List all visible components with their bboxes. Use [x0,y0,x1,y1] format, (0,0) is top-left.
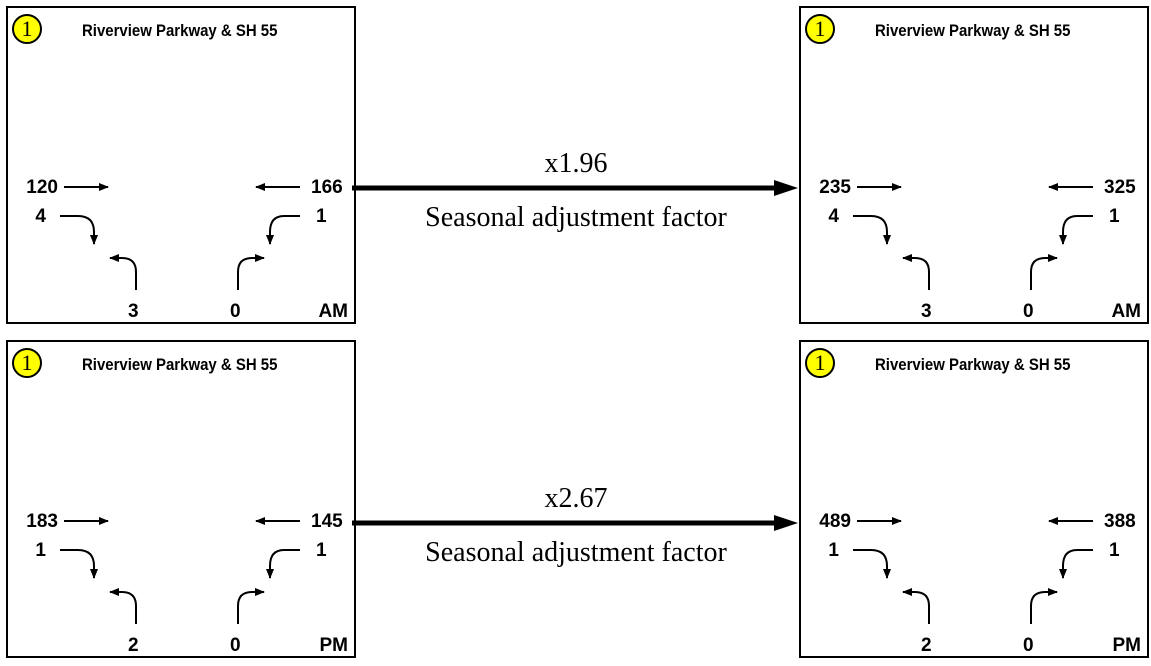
wb-left-volume: 1 [316,540,327,561]
peak-period-label: PM [1112,635,1142,656]
peak-period-label: AM [1111,301,1141,322]
nb-left-turn-arrow [109,254,137,290]
eb-right-turn-arrow [60,215,98,245]
pm-factor-label: x2.67 [544,483,608,514]
am-factor-label: x1.96 [544,148,608,179]
eb-through-volume: 120 [26,177,58,198]
wb-through-volume: 388 [1104,511,1136,532]
nb-left-turn-arrow [902,588,930,624]
wb-left-volume: 1 [316,206,327,227]
intersection-title: Riverview Parkway & SH 55 [875,21,1071,40]
intersection-title: Riverview Parkway & SH 55 [82,21,278,40]
pm-adjustment-arrow [352,515,798,531]
eb-right-volume: 4 [828,206,839,227]
nb-right-volume: 0 [230,635,241,656]
wb-left-turn-arrow [266,549,300,579]
wb-left-volume: 1 [1109,540,1120,561]
intersection-title: Riverview Parkway & SH 55 [875,355,1071,374]
movement-arrows [853,517,1093,624]
nb-left-turn-arrow [109,588,137,624]
intersection-panel-pm-adjusted: 1 Riverview Parkway & SH 55 489 1 388 1 … [799,340,1149,658]
wb-left-turn-arrow [1059,549,1093,579]
intersection-panel-am-adjusted: 1 Riverview Parkway & SH 55 235 4 325 1 … [799,6,1149,324]
movement-arrows [853,183,1093,290]
eb-right-turn-arrow [853,549,891,579]
intersection-number-badge: 1 [805,14,835,44]
nb-right-volume: 0 [1023,301,1034,322]
nb-left-turn-arrow [902,254,930,290]
peak-period-label: PM [319,635,349,656]
peak-period-label: AM [318,301,348,322]
eb-through-volume: 489 [819,511,851,532]
wb-left-turn-arrow [1059,215,1093,245]
wb-through-volume: 325 [1104,177,1136,198]
am-connector-caption: Seasonal adjustment factor [425,202,727,233]
intersection-number-badge: 1 [12,348,42,378]
movement-arrows [60,517,300,624]
eb-right-turn-arrow [853,215,891,245]
eb-right-volume: 1 [828,540,839,561]
movement-arrows [60,183,300,290]
nb-right-volume: 0 [230,301,241,322]
eb-through-volume: 183 [26,511,58,532]
nb-left-volume: 2 [128,635,139,656]
wb-left-volume: 1 [1109,206,1120,227]
nb-right-turn-arrow [237,254,265,290]
intersection-number-badge: 1 [805,348,835,378]
eb-through-volume: 235 [819,177,851,198]
nb-right-turn-arrow [1030,254,1058,290]
nb-left-volume: 3 [128,301,139,322]
nb-right-turn-arrow [1030,588,1058,624]
nb-left-volume: 3 [921,301,932,322]
nb-right-turn-arrow [237,588,265,624]
intersection-panel-pm-existing: 1 Riverview Parkway & SH 55 183 1 145 1 … [6,340,356,658]
eb-right-turn-arrow [60,549,98,579]
wb-through-volume: 145 [311,511,343,532]
wb-left-turn-arrow [266,215,300,245]
intersection-title: Riverview Parkway & SH 55 [82,355,278,374]
intersection-panel-am-existing: 1 Riverview Parkway & SH 55 120 4 166 1 … [6,6,356,324]
wb-through-volume: 166 [311,177,343,198]
nb-left-volume: 2 [921,635,932,656]
eb-right-volume: 4 [35,206,46,227]
intersection-number-badge: 1 [12,14,42,44]
eb-right-volume: 1 [35,540,46,561]
pm-connector-caption: Seasonal adjustment factor [425,537,727,568]
am-adjustment-arrow [352,180,798,196]
nb-right-volume: 0 [1023,635,1034,656]
